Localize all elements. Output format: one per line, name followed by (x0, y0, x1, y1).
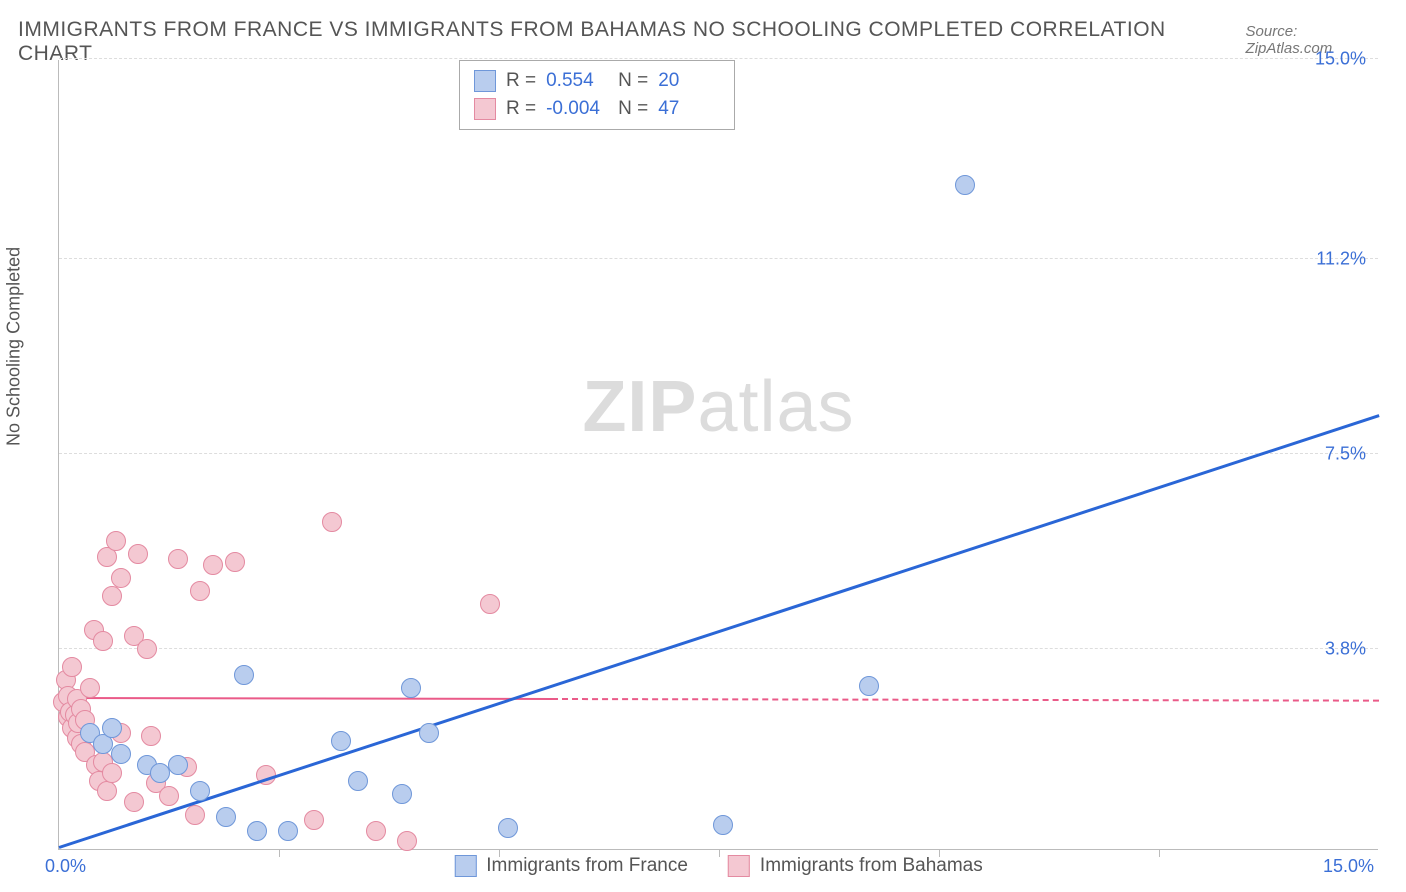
trend-line (59, 414, 1380, 849)
x-tick (279, 849, 280, 857)
data-point (168, 755, 188, 775)
data-point (304, 810, 324, 830)
stats-row-france: R = 0.554 N = 20 (474, 67, 720, 95)
stats-N-label: N = (618, 95, 648, 123)
data-point (859, 676, 879, 696)
data-point (225, 552, 245, 572)
data-point (111, 568, 131, 588)
data-point (102, 718, 122, 738)
data-point (366, 821, 386, 841)
trend-line (552, 698, 1379, 702)
data-point (216, 807, 236, 827)
x-tick (719, 849, 720, 857)
bottom-legend: Immigrants from France Immigrants from B… (454, 855, 982, 877)
stats-row-bahamas: R = -0.004 N = 47 (474, 95, 720, 123)
gridline-h (59, 58, 1378, 59)
x-max-label: 15.0% (1323, 856, 1374, 877)
stats-R-label: R = (506, 95, 536, 123)
data-point (348, 771, 368, 791)
data-point (419, 723, 439, 743)
legend-item-bahamas: Immigrants from Bahamas (728, 855, 983, 877)
data-point (102, 586, 122, 606)
stats-N-france: 20 (658, 67, 720, 95)
stats-legend-box: R = 0.554 N = 20 R = -0.004 N = 47 (459, 60, 735, 130)
data-point (128, 544, 148, 564)
data-point (111, 744, 131, 764)
legend-swatch-france (454, 855, 476, 877)
data-point (498, 818, 518, 838)
y-tick-label: 15.0% (1315, 49, 1366, 70)
watermark: ZIPatlas (582, 366, 854, 448)
gridline-h (59, 258, 1378, 259)
y-tick-label: 11.2% (1316, 249, 1366, 270)
data-point (141, 726, 161, 746)
data-point (278, 821, 298, 841)
stats-N-bahamas: 47 (658, 95, 720, 123)
data-point (331, 731, 351, 751)
data-point (124, 792, 144, 812)
data-point (93, 631, 113, 651)
data-point (247, 821, 267, 841)
legend-item-france: Immigrants from France (454, 855, 688, 877)
data-point (397, 831, 417, 851)
data-point (234, 665, 254, 685)
data-point (713, 815, 733, 835)
data-point (190, 781, 210, 801)
data-point (203, 555, 223, 575)
data-point (185, 805, 205, 825)
data-point (480, 594, 500, 614)
y-axis-label: No Schooling Completed (4, 247, 25, 446)
y-tick-label: 7.5% (1325, 444, 1366, 465)
legend-label-france: Immigrants from France (486, 855, 688, 877)
data-point (97, 781, 117, 801)
data-point (62, 657, 82, 677)
x-tick (499, 849, 500, 857)
data-point (102, 763, 122, 783)
legend-label-bahamas: Immigrants from Bahamas (760, 855, 983, 877)
legend-swatch-bahamas (728, 855, 750, 877)
plot-area: ZIPatlas R = 0.554 N = 20 R = -0.004 N =… (58, 60, 1378, 850)
swatch-france (474, 70, 496, 92)
watermark-bold: ZIP (582, 367, 697, 447)
data-point (159, 786, 179, 806)
data-point (955, 175, 975, 195)
stats-R-france: 0.554 (546, 67, 608, 95)
data-point (80, 678, 100, 698)
stats-R-bahamas: -0.004 (546, 95, 608, 123)
x-tick (939, 849, 940, 857)
gridline-h (59, 453, 1378, 454)
data-point (137, 639, 157, 659)
trend-line (59, 697, 552, 700)
y-tick-label: 3.8% (1325, 638, 1366, 659)
stats-R-label: R = (506, 67, 536, 95)
stats-N-label: N = (618, 67, 648, 95)
data-point (190, 581, 210, 601)
gridline-h (59, 648, 1378, 649)
data-point (322, 512, 342, 532)
x-origin-label: 0.0% (45, 856, 86, 877)
data-point (106, 531, 126, 551)
x-tick (1159, 849, 1160, 857)
swatch-bahamas (474, 98, 496, 120)
data-point (392, 784, 412, 804)
watermark-rest: atlas (697, 367, 854, 447)
data-point (401, 678, 421, 698)
data-point (168, 549, 188, 569)
